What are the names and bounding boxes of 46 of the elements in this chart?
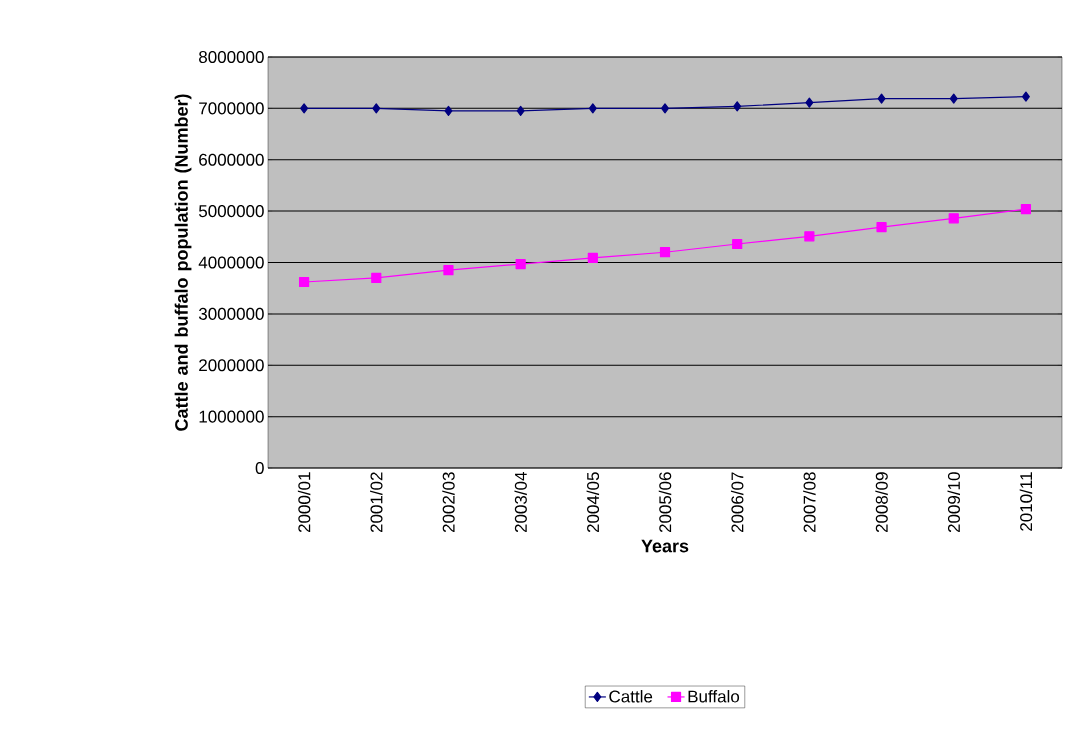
x-axis-title: Years (641, 539, 689, 553)
x-tick-label: 2003/04 (514, 472, 527, 533)
point (298, 276, 310, 288)
point (805, 97, 814, 108)
y-tick-label: 3000000 (198, 307, 264, 320)
x-tick-label: 2001/02 (370, 472, 383, 533)
y-tick-label: 0 (255, 461, 264, 475)
point (371, 272, 382, 284)
point (876, 221, 887, 233)
x-tick-label: 2002/03 (442, 472, 455, 533)
point (804, 231, 815, 242)
point (300, 103, 309, 114)
point (372, 103, 381, 114)
legend-label: Buffalo (688, 690, 740, 703)
x-tick-label: 2007/08 (803, 472, 816, 533)
x-tick-label: 2010/11 (1019, 472, 1033, 531)
x-tick-label: 2000/01 (297, 472, 311, 533)
y-tick-label: 2000000 (199, 359, 264, 372)
point (516, 105, 525, 117)
point (948, 213, 959, 224)
x-tick-label: 2008/09 (875, 472, 888, 533)
point (515, 258, 526, 270)
x-tick-label: 2009/10 (947, 472, 960, 533)
point (659, 247, 671, 258)
x-tick-label: 2004/05 (586, 472, 600, 533)
point (1020, 203, 1032, 215)
x-tick-label: 2005/06 (658, 472, 672, 533)
point (588, 103, 597, 114)
x-tick-label: 2006/07 (730, 472, 744, 533)
y-tick-label: 5000000 (198, 205, 264, 218)
point (587, 252, 598, 263)
point (732, 238, 743, 250)
y-tick-label: 7000000 (199, 102, 264, 115)
point (1021, 91, 1030, 102)
point (877, 93, 886, 104)
legend-label: Cattle (609, 690, 653, 703)
point (443, 265, 454, 276)
point (949, 93, 958, 104)
y-tick-label: 4000000 (198, 256, 264, 269)
point (733, 101, 742, 112)
point (444, 105, 453, 117)
point (661, 103, 669, 114)
y-tick-label: 6000000 (199, 153, 264, 166)
y-tick-label: 8000000 (199, 50, 264, 64)
y-tick-label: 1000000 (199, 410, 264, 423)
y-axis-title: Cattle and buffalo population (Number) (174, 94, 192, 431)
